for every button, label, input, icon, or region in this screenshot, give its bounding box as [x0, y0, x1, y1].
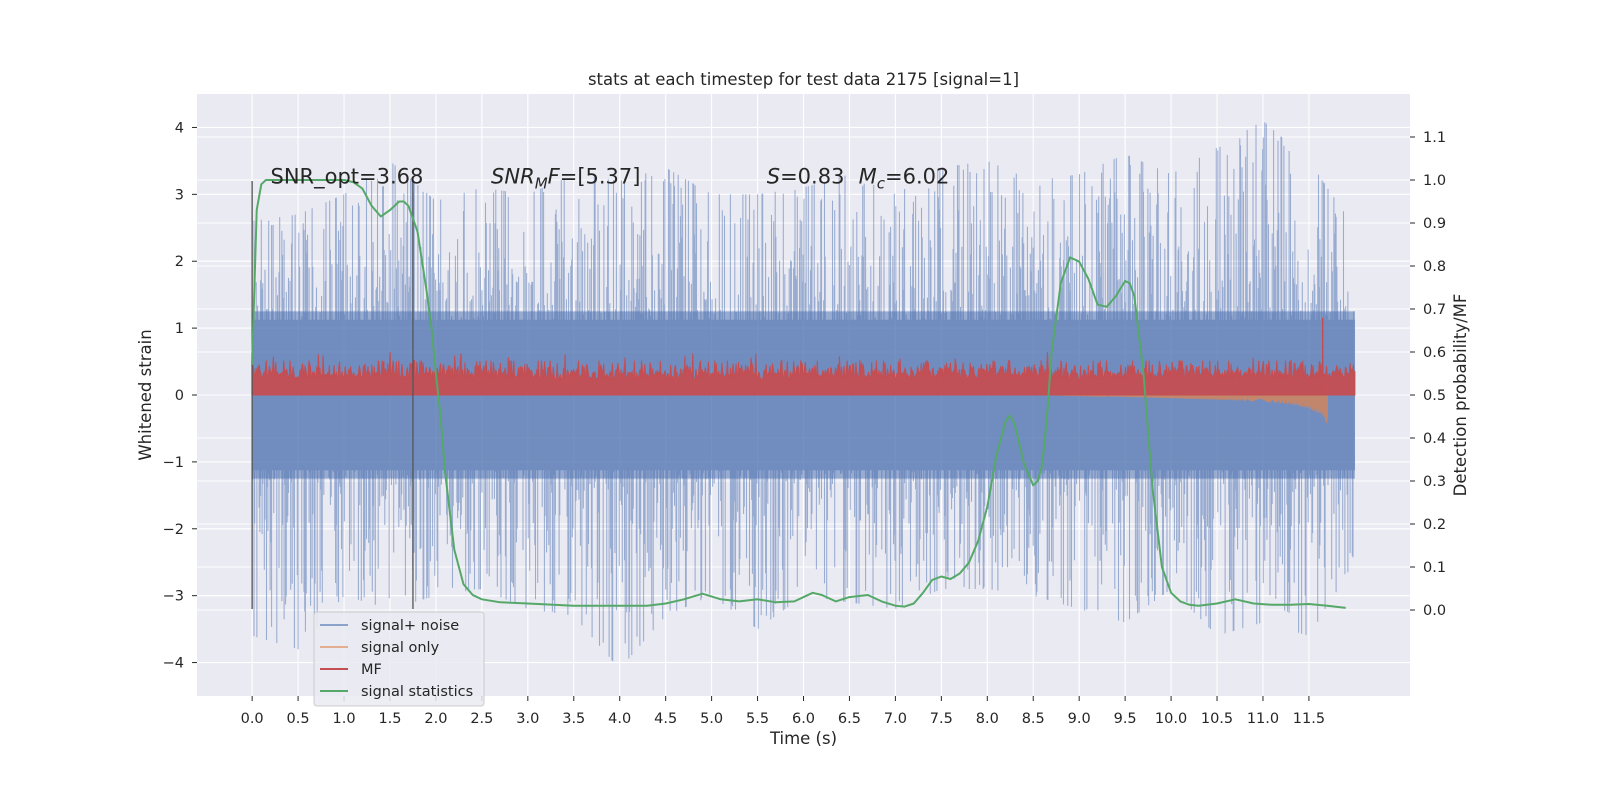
x-axis-label: Time (s)	[769, 729, 837, 748]
legend-label: signal+ noise	[361, 618, 459, 634]
y2-tick-label: 1.0	[1423, 173, 1446, 189]
y-axis-right: 0.0 0.1 0.2 0.3 0.4 0.5 0.6 0.7 0.8 0.9 1.0 1.1	[1410, 130, 1446, 619]
legend-label: MF	[361, 662, 382, 678]
legend: signal+ noise signal only MF signal statist…	[313, 611, 485, 707]
annotation-main: SNR_opt=3.68	[271, 165, 424, 190]
legend-box	[313, 611, 485, 707]
x-tick-label: 9.5	[1114, 711, 1137, 727]
legend-label: signal statistics	[361, 684, 473, 700]
annotation-text: SNR_opt=3.68	[271, 165, 424, 190]
x-tick-label: 3.0	[516, 711, 539, 727]
annotation-text: S=0.83	[767, 165, 845, 189]
x-tick-label: 11.5	[1293, 711, 1325, 727]
x-tick-label: 1.0	[332, 711, 355, 727]
y-tick-label: −4	[163, 656, 184, 672]
x-tick-label: 6.0	[792, 711, 815, 727]
x-tick-label: 5.0	[700, 711, 723, 727]
x-tick-label: 0.5	[287, 711, 310, 727]
y-tick-label: 0	[175, 388, 184, 404]
annotation-main: SNR	[491, 165, 535, 189]
x-tick-label: 7.0	[884, 711, 907, 727]
annotation-rest: =[5.37]	[560, 165, 641, 189]
y2-tick-label: 0.3	[1423, 474, 1446, 490]
x-tick-label: 6.5	[838, 711, 861, 727]
annotation-main: M	[859, 165, 877, 189]
annotation-value: =0.83	[780, 165, 844, 189]
x-tick-label: 9.0	[1068, 711, 1091, 727]
y-tick-label: 4	[175, 120, 184, 136]
y-tick-label: −1	[163, 455, 184, 471]
y2-tick-label: 0.6	[1423, 345, 1446, 361]
x-tick-label: 3.5	[562, 711, 585, 727]
y2-tick-label: 0.8	[1423, 259, 1446, 275]
annotation-subscript: M	[535, 175, 548, 193]
x-tick-label: 2.0	[424, 711, 447, 727]
y2-tick-label: 0.5	[1423, 388, 1446, 404]
y-tick-label: 1	[175, 321, 184, 337]
annotation-tail: F=[5.37]	[548, 165, 641, 189]
y-axis-label: Whitened strain	[136, 329, 155, 460]
y-tick-label: 3	[175, 187, 184, 203]
signal-statistics-line	[251, 179, 1346, 609]
y2-tick-label: 0.2	[1423, 517, 1446, 533]
x-tick-label: 4.0	[608, 711, 631, 727]
y-tick-label: −3	[163, 589, 184, 605]
annotation-subscript: c	[877, 175, 886, 193]
annotation-italic: F	[548, 165, 561, 189]
y-tick-label: −2	[163, 522, 184, 538]
y2-tick-label: 0.9	[1423, 216, 1446, 232]
x-tick-label: 4.5	[654, 711, 677, 727]
chart-title: stats at each timestep for test data 217…	[588, 70, 1019, 89]
annotation-main: S	[767, 165, 780, 189]
x-tick-label: 8.0	[976, 711, 999, 727]
annotation-text: Mc=6.02	[859, 165, 950, 193]
y2-tick-label: 0.0	[1423, 603, 1446, 619]
y2-tick-label: 0.4	[1423, 431, 1446, 447]
annotation-tail: =6.02	[885, 165, 949, 189]
series-signal-statistics	[251, 179, 1346, 609]
y2-tick-label: 1.1	[1423, 130, 1446, 146]
y2-tick-label: 0.7	[1423, 302, 1446, 318]
x-tick-label: 8.5	[1022, 711, 1045, 727]
legend-label: signal only	[361, 640, 440, 656]
y-tick-label: 2	[175, 254, 184, 270]
y-axis-left: −4 −3 −2 −1 0 1 2 3 4	[163, 120, 197, 672]
y2-axis-label: Detection probability/MF	[1451, 294, 1470, 497]
x-tick-label: 5.5	[746, 711, 769, 727]
x-tick-label: 2.5	[470, 711, 493, 727]
x-tick-label: 0.0	[241, 711, 264, 727]
annotations: SNR_opt=3.68 SNRMF=[5.37] S=0.83 Mc=6.02	[271, 165, 950, 193]
x-axis: 0.0 0.5 1.0 1.5 2.0 2.5 3.0 3.5 4.0 4.5 5.0 5.5 6.0 6…	[241, 696, 1325, 727]
x-tick-label: 10.0	[1155, 711, 1187, 727]
x-tick-label: 10.5	[1201, 711, 1233, 727]
y2-tick-label: 0.1	[1423, 560, 1446, 576]
x-tick-label: 7.5	[930, 711, 953, 727]
x-tick-label: 11.0	[1247, 711, 1279, 727]
vertical-markers	[251, 180, 414, 610]
x-tick-label: 1.5	[378, 711, 401, 727]
annotation-text: SNRMF=[5.37]	[491, 165, 640, 193]
